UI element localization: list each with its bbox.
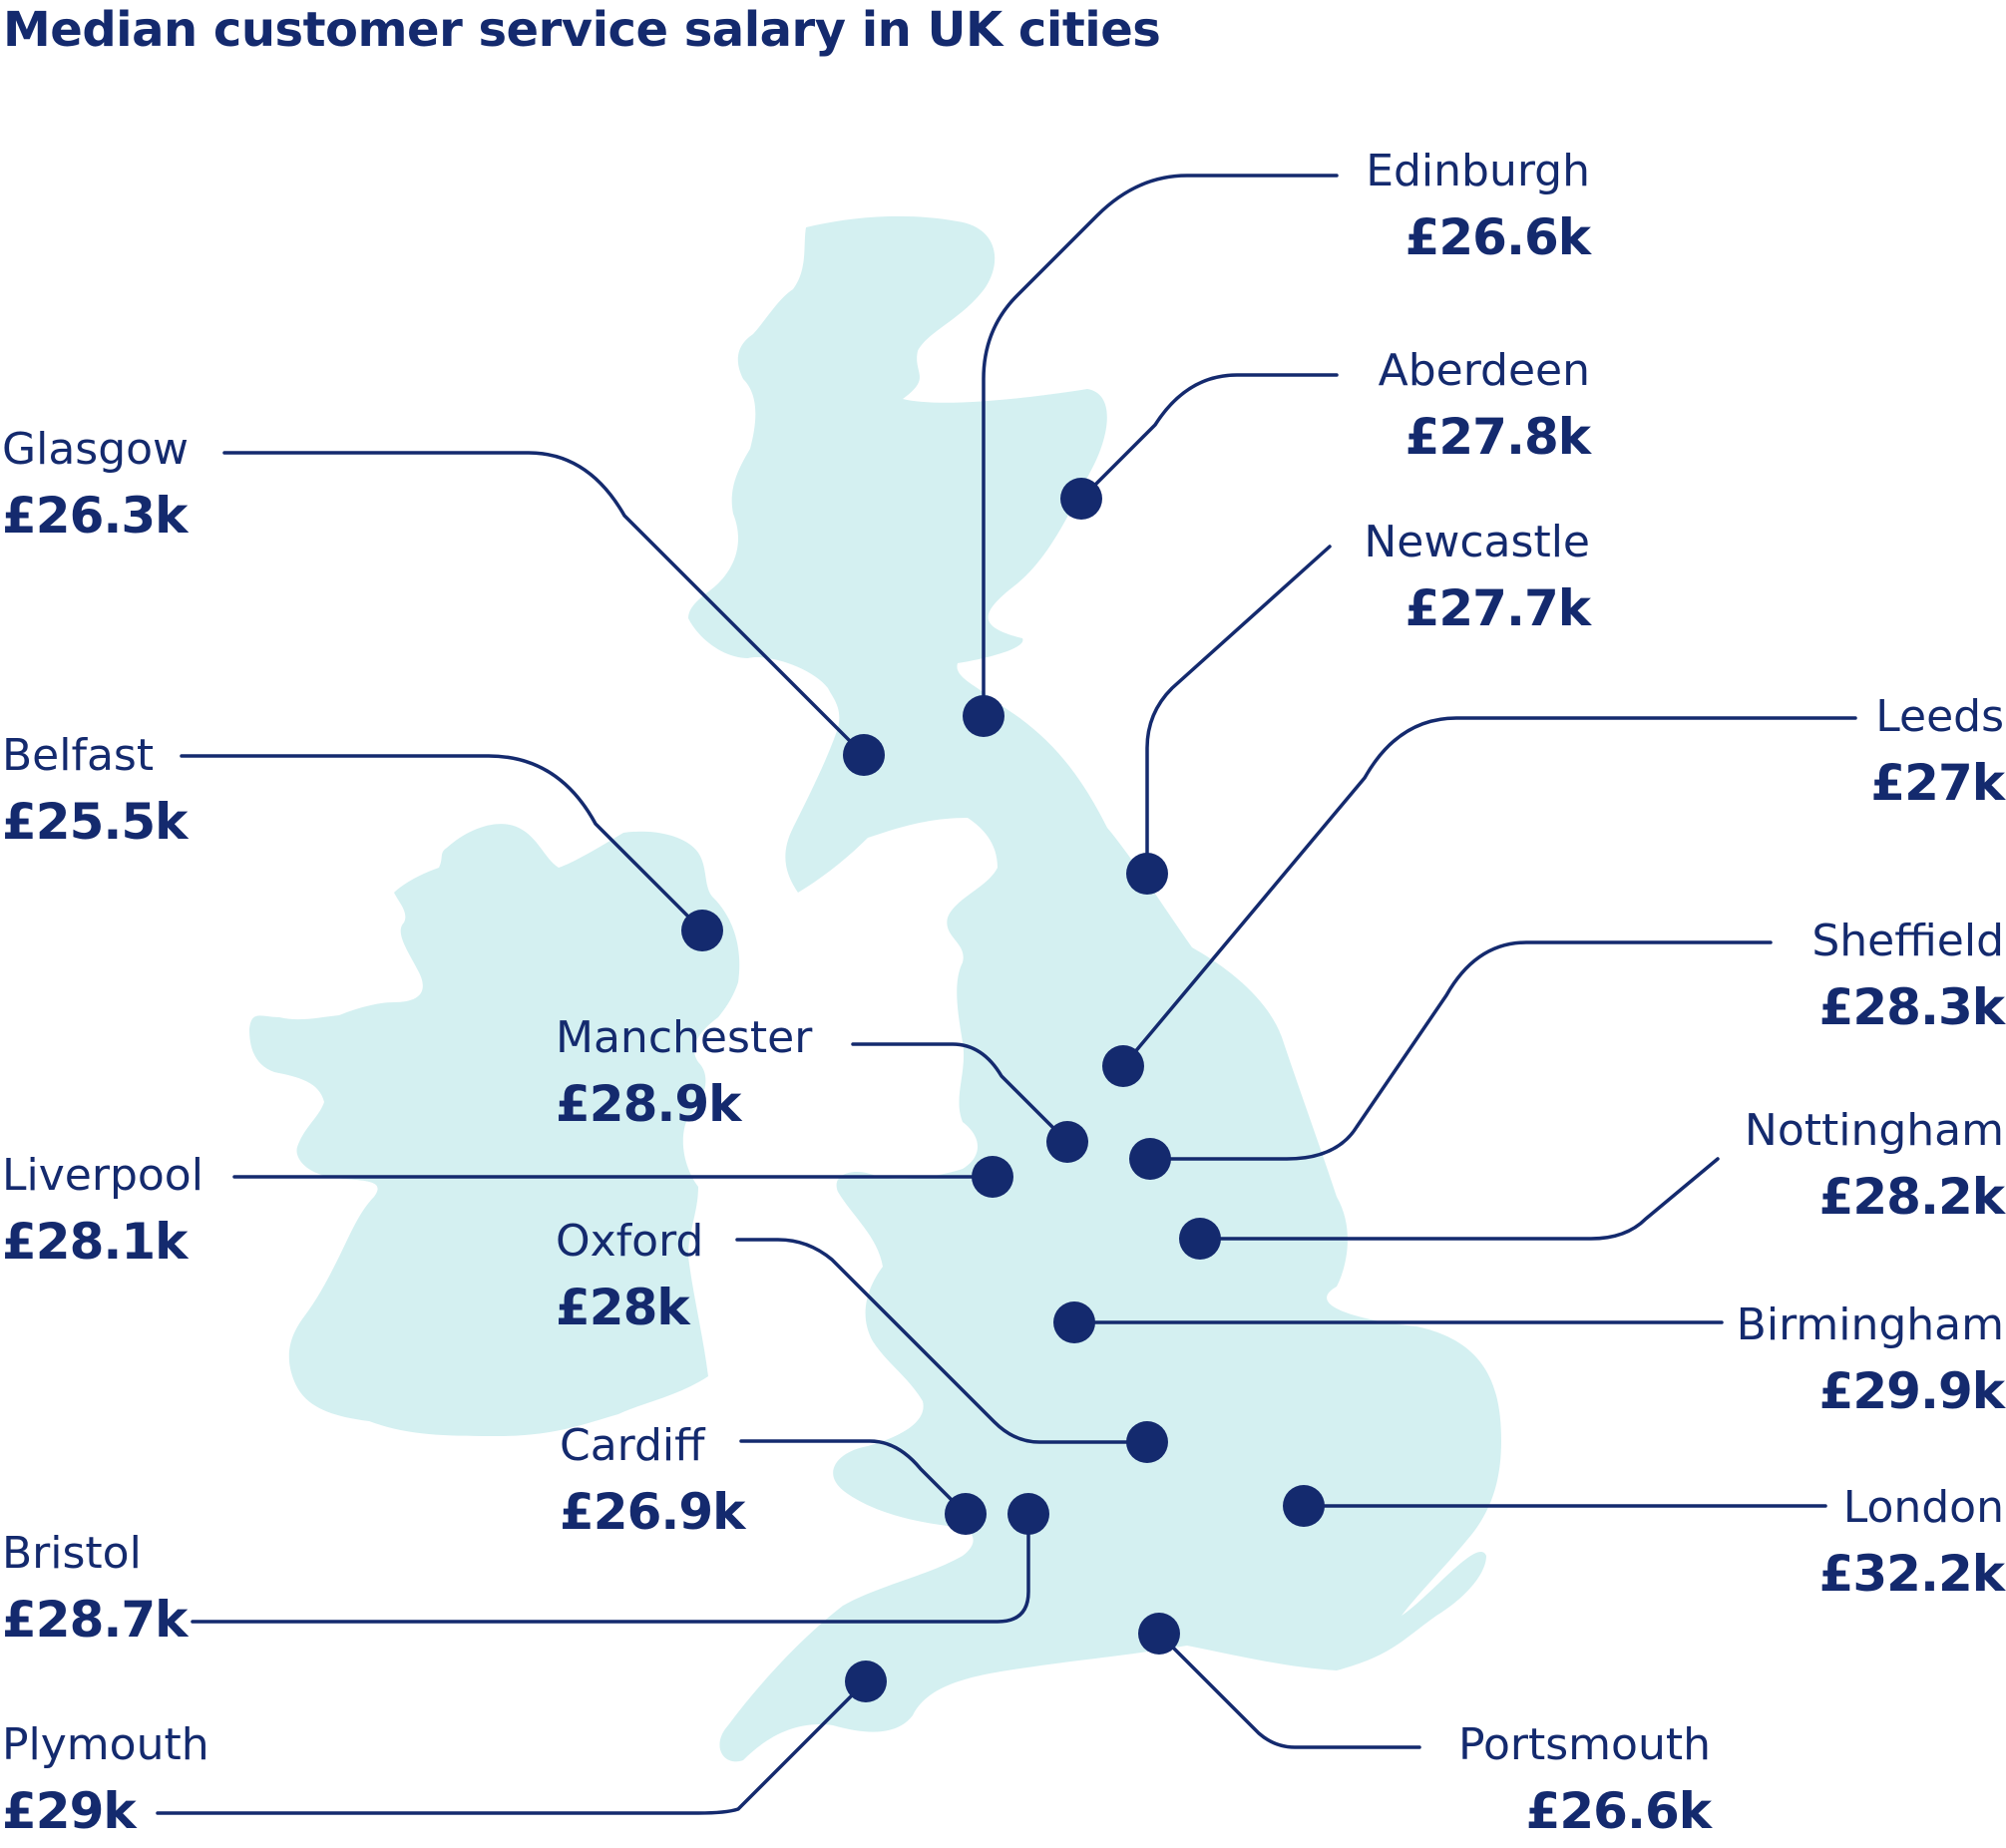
city-name: Newcastle [1364, 517, 1590, 567]
ireland-landmass [249, 824, 740, 1436]
city-marker-london[interactable] [1283, 1485, 1325, 1527]
city-name: Oxford [556, 1216, 704, 1267]
city-marker-belfast[interactable] [681, 910, 723, 951]
city-salary: £28.3k [1818, 978, 2005, 1036]
city-marker-plymouth[interactable] [845, 1661, 887, 1702]
city-marker-liverpool[interactable] [972, 1156, 1013, 1198]
leader-line-leeds [1121, 716, 1857, 1068]
city-marker-oxford[interactable] [1126, 1421, 1168, 1463]
city-marker-newcastle[interactable] [1126, 853, 1168, 895]
city-label-leeds: Leeds £27k [1870, 691, 2005, 812]
city-salary: £28.9k [556, 1075, 741, 1133]
city-salary: £26.9k [560, 1483, 745, 1541]
city-name: Bristol [2, 1528, 142, 1579]
city-name: Leeds [1875, 691, 2004, 742]
city-label-plymouth: Plymouth £29k [2, 1719, 209, 1840]
city-salary: £28.1k [2, 1213, 188, 1271]
city-name: Cardiff [560, 1420, 705, 1471]
leader-lines [156, 174, 1857, 1815]
city-name: Nottingham [1744, 1105, 2004, 1156]
city-marker-leeds[interactable] [1102, 1045, 1144, 1087]
city-name: Edinburgh [1366, 146, 1590, 196]
city-marker-portsmouth[interactable] [1138, 1613, 1180, 1655]
leader-line-belfast [180, 754, 704, 932]
leader-line-newcastle [1145, 545, 1332, 876]
city-marker-cardiff[interactable] [945, 1493, 987, 1535]
city-salary: £28.2k [1818, 1168, 2005, 1226]
city-salary: £27.7k [1404, 579, 1591, 637]
leader-line-cardiff [739, 1439, 968, 1516]
city-salary: £27k [1870, 754, 2005, 812]
great-britain-landmass [688, 215, 1501, 1762]
city-name: Sheffield [1811, 916, 2004, 966]
city-marker-bristol[interactable] [1007, 1493, 1049, 1535]
city-salary: £28k [556, 1279, 690, 1336]
city-marker-nottingham[interactable] [1179, 1218, 1221, 1260]
city-salary: £29k [2, 1782, 137, 1840]
city-salary: £29.9k [1818, 1362, 2005, 1420]
city-name: Birmingham [1736, 1299, 2004, 1350]
city-name: Plymouth [2, 1719, 209, 1770]
leader-line-aberdeen [1079, 373, 1339, 501]
city-label-bristol: Bristol £28.7k [2, 1528, 188, 1649]
city-label-london: London £32.2k [1818, 1482, 2005, 1603]
city-label-sheffield: Sheffield £28.3k [1811, 916, 2005, 1036]
city-label-edinburgh: Edinburgh £26.6k [1366, 146, 1591, 266]
leader-line-portsmouth [1157, 1632, 1421, 1749]
city-marker-glasgow[interactable] [843, 734, 885, 776]
city-name: Aberdeen [1378, 345, 1590, 396]
leader-line-glasgow [222, 451, 866, 757]
leader-line-edinburgh [982, 174, 1339, 718]
leader-line-bristol [191, 1512, 1030, 1624]
city-name: Portsmouth [1458, 1719, 1711, 1770]
city-label-belfast: Belfast £25.5k [2, 730, 188, 851]
city-label-manchester: Manchester £28.9k [556, 1012, 813, 1133]
city-salary: £28.7k [2, 1591, 188, 1649]
city-name: London [1842, 1482, 2004, 1533]
city-marker-edinburgh[interactable] [963, 695, 1004, 737]
city-salary: £32.2k [1818, 1545, 2005, 1603]
city-salary: £26.6k [1525, 1782, 1712, 1840]
city-label-oxford: Oxford £28k [556, 1216, 704, 1336]
city-name: Belfast [2, 730, 155, 781]
city-label-cardiff: Cardiff £26.9k [560, 1420, 745, 1541]
city-label-birmingham: Birmingham £29.9k [1736, 1299, 2005, 1420]
city-salary: £26.3k [2, 487, 188, 545]
city-label-liverpool: Liverpool £28.1k [2, 1150, 203, 1271]
city-name: Liverpool [2, 1150, 203, 1201]
city-markers [681, 478, 1325, 1702]
city-salary: £27.8k [1404, 408, 1591, 466]
city-marker-sheffield[interactable] [1129, 1138, 1171, 1180]
city-name: Glasgow [2, 424, 190, 475]
leader-line-sheffield [1148, 940, 1773, 1161]
city-salary: £25.5k [2, 793, 188, 851]
leader-line-plymouth [156, 1679, 868, 1815]
city-label-glasgow: Glasgow £26.3k [2, 424, 190, 545]
city-label-aberdeen: Aberdeen £27.8k [1378, 345, 1591, 466]
city-marker-aberdeen[interactable] [1060, 478, 1102, 520]
city-label-newcastle: Newcastle £27.7k [1364, 517, 1591, 637]
city-marker-birmingham[interactable] [1053, 1301, 1095, 1343]
leader-line-manchester [851, 1042, 1069, 1144]
city-name: Manchester [556, 1012, 813, 1063]
city-marker-manchester[interactable] [1046, 1121, 1088, 1163]
page-title: Median customer service salary in UK cit… [3, 2, 1161, 58]
city-label-portsmouth: Portsmouth £26.6k [1458, 1719, 1712, 1840]
leader-line-nottingham [1198, 1157, 1720, 1241]
city-label-nottingham: Nottingham £28.2k [1744, 1105, 2005, 1226]
leader-line-oxford [735, 1238, 1149, 1444]
city-salary: £26.6k [1404, 208, 1591, 266]
